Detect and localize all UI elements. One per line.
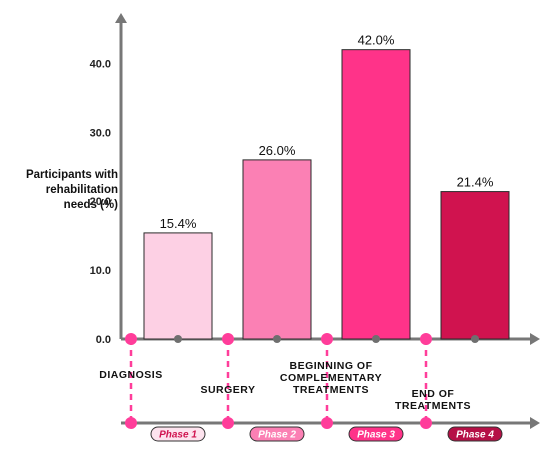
y-tick-label: 40.0	[90, 58, 111, 70]
bar-value-label: 15.4%	[160, 216, 197, 231]
y-tick-label: 0.0	[96, 334, 111, 346]
milestone-label: SURGERY	[200, 384, 255, 396]
milestone-marker-top	[222, 333, 234, 345]
bar-tick-dot	[471, 335, 479, 343]
milestone-label: TREATMENTS	[293, 384, 369, 396]
milestone-marker-timeline	[420, 417, 432, 429]
bar-value-label: 21.4%	[457, 175, 494, 190]
milestone-label: BEGINNING OF	[289, 360, 372, 372]
bar	[143, 232, 213, 340]
bar-value-label: 26.0%	[259, 143, 296, 158]
y-tick-label: 20.0	[90, 196, 111, 208]
y-axis-label-line-1: Participants with	[25, 169, 118, 181]
phase-label: Phase 3	[357, 430, 395, 441]
bar-tick-dot	[372, 335, 380, 343]
bar-value-label: 42.0%	[358, 33, 395, 48]
phase-pill	[150, 426, 206, 442]
y-axis-arrow	[115, 13, 127, 23]
phase-pill	[249, 426, 305, 442]
bar	[440, 191, 510, 340]
x-axis-arrow	[530, 333, 540, 345]
milestone-marker-timeline	[125, 417, 137, 429]
bar	[341, 49, 411, 340]
timeline-arrow	[530, 417, 540, 429]
y-axis-label-line-3: needs (%)	[63, 199, 118, 211]
bar-tick-dot	[273, 335, 281, 343]
phase-pill	[348, 426, 404, 442]
milestone-label: END OF	[412, 388, 455, 400]
phase-label: Phase 4	[456, 430, 494, 441]
milestone-marker-top	[125, 333, 137, 345]
phase-label: Phase 1	[159, 430, 197, 441]
milestone-marker-top	[420, 333, 432, 345]
milestone-marker-timeline	[321, 417, 333, 429]
y-tick-label: 30.0	[90, 127, 111, 139]
milestone-label: DIAGNOSIS	[99, 369, 162, 381]
phase-label: Phase 2	[258, 430, 296, 441]
milestone-marker-top	[321, 333, 333, 345]
phase-pill	[447, 426, 503, 442]
y-tick-label: 10.0	[90, 265, 111, 277]
bar	[242, 159, 312, 340]
milestone-marker-timeline	[222, 417, 234, 429]
bar-tick-dot	[174, 335, 182, 343]
milestone-label: COMPLEMENTARY	[280, 372, 382, 384]
y-axis-label-line-2: rehabilitation	[45, 184, 118, 196]
y-axis-label: Participants with rehabilitation needs (…	[0, 168, 118, 213]
milestone-label: TREATMENTS	[395, 400, 471, 412]
